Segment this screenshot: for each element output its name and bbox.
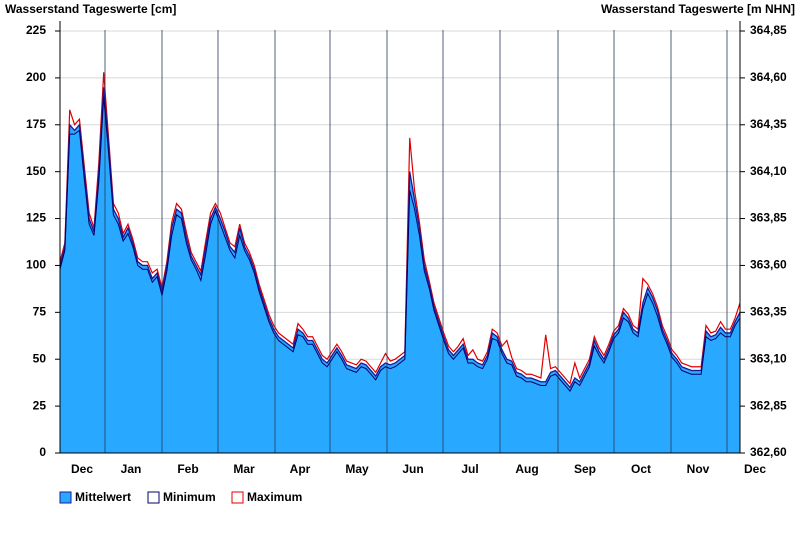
y2-tick-label: 363,60 xyxy=(750,258,787,272)
x-tick-label: Feb xyxy=(177,462,198,476)
x-tick-label: Apr xyxy=(290,462,311,476)
x-tick-label: Dec xyxy=(744,462,766,476)
y-tick-label: 225 xyxy=(26,23,46,37)
x-tick-label: Dec xyxy=(71,462,93,476)
x-tick-label: Nov xyxy=(687,462,710,476)
y2-tick-label: 364,60 xyxy=(750,70,787,84)
x-tick-label: Jan xyxy=(121,462,142,476)
y2-tick-label: 362,85 xyxy=(750,398,787,412)
legend-label: Maximum xyxy=(247,490,302,504)
legend-label: Minimum xyxy=(163,490,216,504)
legend-swatch xyxy=(231,491,244,504)
axes: 0 25 50 75 100 125 150 175 200 225 362,60 362,85 363… xyxy=(26,21,787,476)
x-tick-label: Sep xyxy=(574,462,596,476)
x-tick-label: Mar xyxy=(233,462,255,476)
y-tick-label: 25 xyxy=(33,398,47,412)
y2-axis-title: Wasserstand Tageswerte [m NHN] xyxy=(601,2,795,16)
y2-tick-label: 363,35 xyxy=(750,305,787,319)
x-tick-label: Aug xyxy=(515,462,538,476)
x-tick-label: Jun xyxy=(402,462,423,476)
legend-swatch xyxy=(59,491,72,504)
x-tick-label: May xyxy=(345,462,369,476)
y2-tick-label: 362,60 xyxy=(750,445,787,459)
legend-label: Mittelwert xyxy=(75,490,131,504)
min-line xyxy=(59,96,741,392)
max-line xyxy=(59,72,741,385)
mean-area xyxy=(60,87,740,454)
y-axis-title: Wasserstand Tageswerte [cm] xyxy=(5,2,176,16)
mean-line xyxy=(59,87,741,389)
y2-tick-label: 364,10 xyxy=(750,164,787,178)
y-tick-label: 0 xyxy=(39,445,46,459)
legend-swatch xyxy=(147,491,160,504)
y-tick-label: 200 xyxy=(26,70,46,84)
y-tick-label: 100 xyxy=(26,258,46,272)
y-tick-label: 175 xyxy=(26,117,46,131)
x-tick-label: Oct xyxy=(631,462,651,476)
legend: Mittelwert Minimum Maximum xyxy=(59,490,302,504)
y-tick-label: 50 xyxy=(33,351,47,365)
y-tick-label: 125 xyxy=(26,211,46,225)
x-tick-label: Jul xyxy=(461,462,478,476)
y2-tick-label: 364,35 xyxy=(750,117,787,131)
y2-tick-label: 364,85 xyxy=(750,23,787,37)
y2-tick-label: 363,85 xyxy=(750,211,787,225)
y-tick-label: 75 xyxy=(33,305,47,319)
y2-tick-label: 363,10 xyxy=(750,351,787,365)
plot xyxy=(59,30,741,454)
y-tick-label: 150 xyxy=(26,164,46,178)
